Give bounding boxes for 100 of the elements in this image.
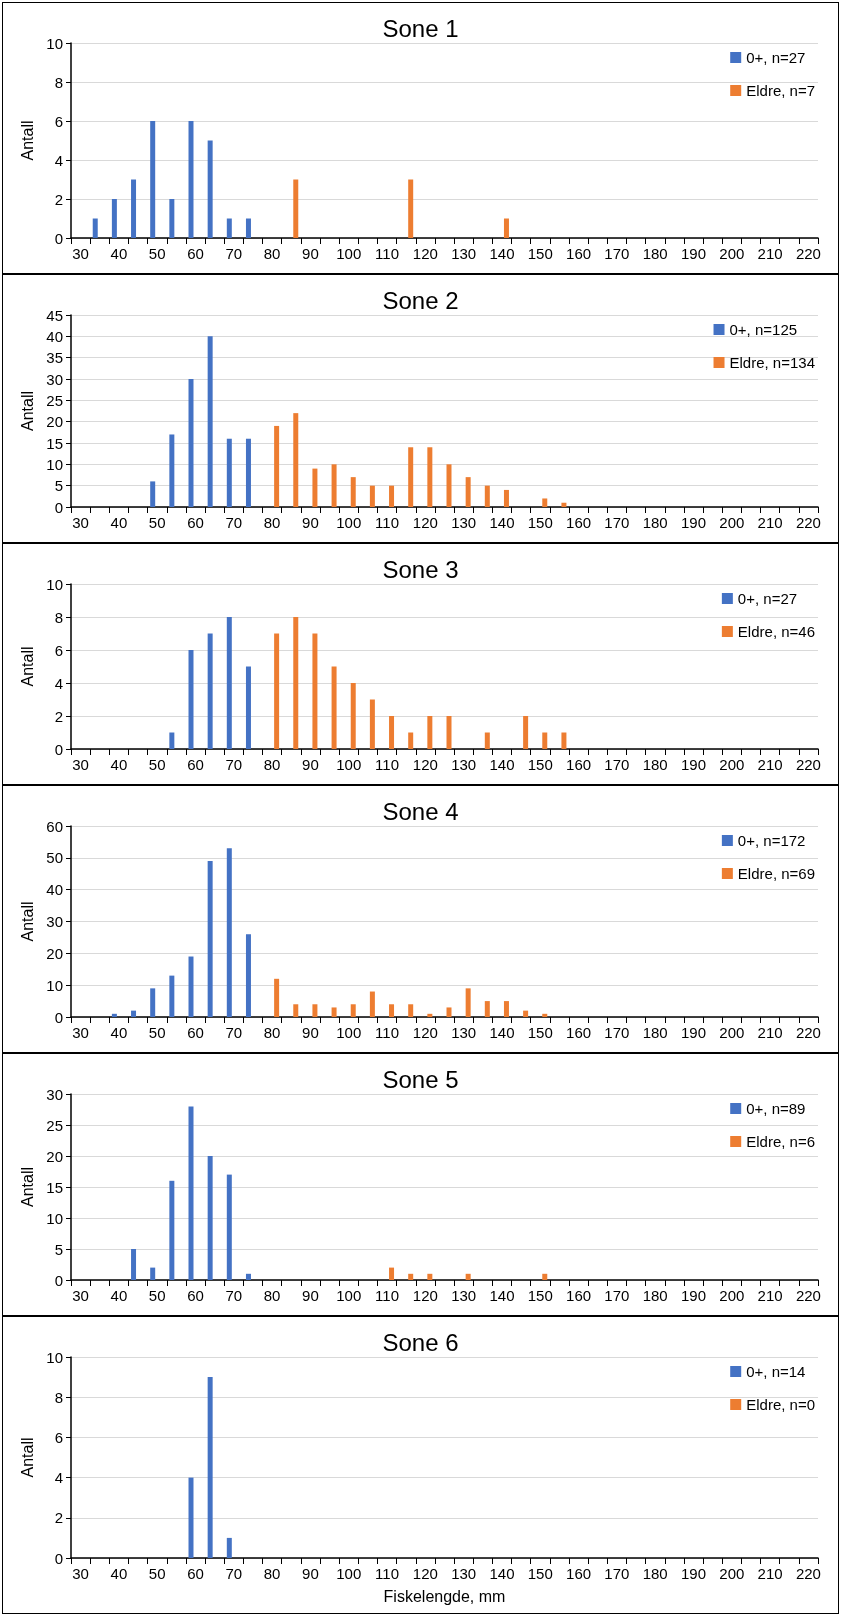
bar xyxy=(245,1273,251,1280)
y-tick-label: 4 xyxy=(54,674,63,692)
bar xyxy=(245,218,251,238)
legend-label: 0+, n=89 xyxy=(746,1100,806,1117)
x-tick-label: 50 xyxy=(148,1024,166,1041)
x-tick-label: 210 xyxy=(757,756,783,773)
y-tick-label: 20 xyxy=(46,944,63,962)
y-tick-label: 2 xyxy=(54,707,63,725)
bar xyxy=(131,179,137,238)
x-tick-label: 200 xyxy=(719,1287,745,1304)
x-tick-label: 120 xyxy=(412,1565,438,1582)
x-tick-label: 70 xyxy=(225,1024,243,1041)
bar xyxy=(331,666,337,749)
bar xyxy=(542,498,548,507)
x-tick-label: 170 xyxy=(604,1565,630,1582)
x-tick-label: 40 xyxy=(110,756,128,773)
x-tick-label: 60 xyxy=(187,1565,204,1582)
bar xyxy=(226,438,232,507)
y-tick-label: 0 xyxy=(54,229,63,247)
bar xyxy=(245,934,251,1017)
bar xyxy=(169,199,175,238)
bar xyxy=(389,1004,395,1017)
bar xyxy=(408,1273,414,1280)
bar xyxy=(169,1180,175,1280)
bar xyxy=(274,978,280,1017)
x-tick-label: 100 xyxy=(336,1287,362,1304)
legend-label: Eldre, n=46 xyxy=(737,623,815,640)
bar xyxy=(465,477,471,507)
x-tick-label: 110 xyxy=(375,245,399,262)
x-tick-label: 90 xyxy=(302,1287,319,1304)
x-tick-label: 30 xyxy=(72,1565,89,1582)
y-tick-label: 5 xyxy=(54,477,63,495)
bar xyxy=(150,121,156,238)
y-tick-label: 20 xyxy=(46,413,63,431)
bar xyxy=(150,1267,156,1280)
y-tick-label: 15 xyxy=(46,1178,63,1196)
legend-label: Eldre, n=69 xyxy=(737,865,815,882)
x-tick-label: 140 xyxy=(489,1024,515,1041)
x-tick-label: 210 xyxy=(757,1024,783,1041)
bar xyxy=(389,485,395,507)
y-tick-label: 15 xyxy=(46,434,63,452)
x-tick-label: 160 xyxy=(566,245,592,262)
y-axis-title: Antall xyxy=(18,1437,36,1478)
bar xyxy=(350,477,356,507)
chart-title: Sone 5 xyxy=(382,1065,459,1093)
x-tick-label: 90 xyxy=(302,1565,319,1582)
x-tick-label: 210 xyxy=(757,1287,783,1304)
y-tick-label: 2 xyxy=(54,190,63,208)
x-tick-label: 110 xyxy=(375,514,399,531)
x-tick-label: 190 xyxy=(680,1565,707,1582)
x-tick-label: 80 xyxy=(263,756,281,773)
bar xyxy=(331,464,337,507)
x-tick-label: 40 xyxy=(110,514,128,531)
x-tick-label: 150 xyxy=(527,1024,553,1041)
x-tick-label: 80 xyxy=(263,1565,281,1582)
y-axis-title: Antall xyxy=(18,901,36,942)
y-tick-label: 30 xyxy=(46,1085,63,1103)
y-axis-title: Antall xyxy=(18,1166,36,1208)
x-tick-label: 220 xyxy=(795,245,821,262)
x-tick-label: 220 xyxy=(795,756,821,773)
y-tick-label: 10 xyxy=(46,455,63,473)
y-tick-label: 35 xyxy=(46,349,63,367)
y-tick-label: 5 xyxy=(54,1240,63,1258)
x-tick-label: 90 xyxy=(302,514,319,531)
bar xyxy=(226,1174,232,1280)
bar xyxy=(245,666,251,749)
bar xyxy=(427,1013,433,1017)
bar xyxy=(169,732,175,749)
x-tick-label: 100 xyxy=(336,1565,362,1582)
y-tick-label: 10 xyxy=(46,976,63,994)
bar xyxy=(188,1477,194,1558)
bar xyxy=(207,1156,213,1280)
chart-title: Sone 3 xyxy=(382,555,459,583)
y-tick-label: 30 xyxy=(46,370,63,388)
x-tick-label: 170 xyxy=(604,1287,630,1304)
bar xyxy=(150,988,156,1017)
legend-label: Eldre, n=134 xyxy=(729,354,815,371)
x-tick-label: 170 xyxy=(604,245,630,262)
bar xyxy=(188,121,194,238)
x-tick-label: 110 xyxy=(375,1287,399,1304)
bar xyxy=(111,199,117,238)
bar xyxy=(331,1007,337,1017)
bar xyxy=(369,485,375,507)
x-tick-label: 120 xyxy=(412,245,438,262)
bar xyxy=(207,633,213,749)
y-tick-label: 6 xyxy=(54,641,63,659)
x-tick-label: 180 xyxy=(642,756,668,773)
x-tick-label: 150 xyxy=(527,1565,553,1582)
x-tick-label: 210 xyxy=(757,245,783,262)
x-tick-label: 90 xyxy=(302,1024,319,1041)
bar xyxy=(169,975,175,1017)
bar xyxy=(312,1004,318,1017)
bar xyxy=(274,425,280,507)
bar xyxy=(293,1004,299,1017)
y-tick-label: 20 xyxy=(46,1147,63,1165)
x-tick-label: 70 xyxy=(225,514,243,531)
y-tick-label: 0 xyxy=(54,498,63,516)
bar xyxy=(446,1007,452,1017)
x-tick-label: 70 xyxy=(225,1287,243,1304)
x-tick-label: 60 xyxy=(187,1024,204,1041)
